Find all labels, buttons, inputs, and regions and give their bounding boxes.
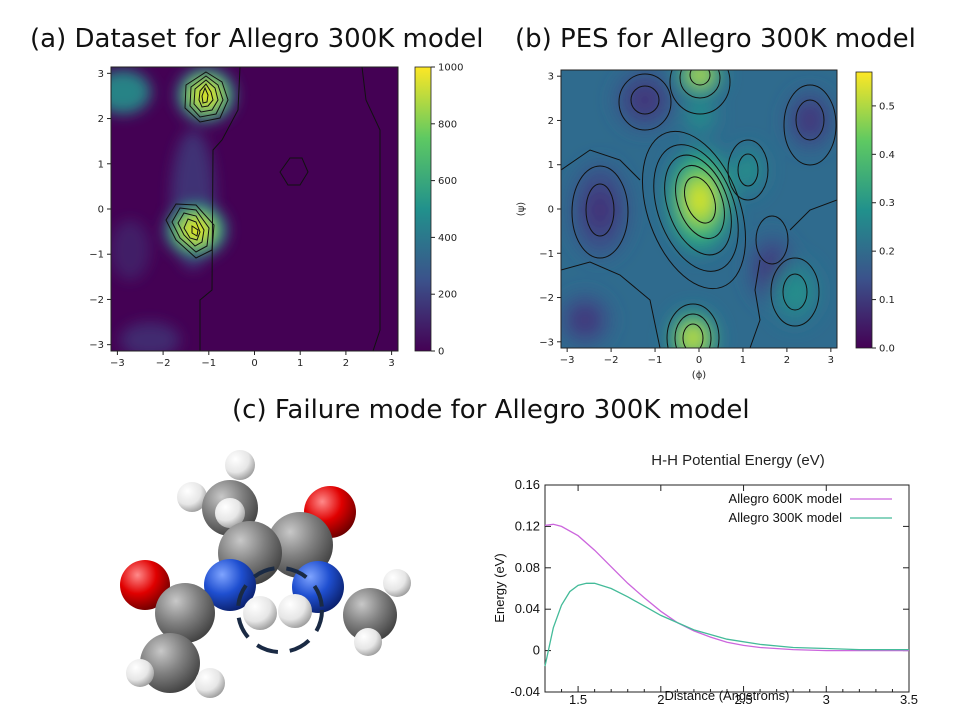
oxygen-atom <box>120 560 170 610</box>
colorbar-tick-label: 800 <box>438 119 457 130</box>
hh-potential-chart: H-H Potential Energy (eV) 1.5 2 2.5 3 3.5 -0.… <box>492 452 918 705</box>
x-tick-label: 2 <box>784 355 790 366</box>
y-tick-label: −2 <box>89 295 104 306</box>
y-tick-label: 0.16 <box>515 477 540 492</box>
x-tick-label: 2 <box>343 358 349 369</box>
colorbar-tick-label: 0 <box>438 347 444 358</box>
line-chart-title: H-H Potential Energy (eV) <box>651 452 824 469</box>
colorbar-tick-label: 1000 <box>438 63 463 74</box>
x-tick-label: 1 <box>297 358 303 369</box>
x-tick-label: −2 <box>156 358 171 369</box>
y-tick-label: 3 <box>98 69 104 80</box>
colorbar-tick-label: 0.1 <box>879 295 895 306</box>
line-chart-xlabel: Distance (Angstroms) <box>665 688 790 703</box>
y-tick-label: 0 <box>548 205 554 216</box>
x-tick-label: 3 <box>823 692 830 705</box>
colorbar-tick-label: 0.0 <box>879 344 895 355</box>
heatmap-a-background <box>111 67 398 351</box>
panel-c-title: (c) Failure mode for Allegro 300K model <box>232 395 750 425</box>
x-tick-label: −2 <box>604 355 619 366</box>
colorbar-b <box>855 71 873 349</box>
hydrogen-atom <box>126 659 154 687</box>
hydrogen-atom <box>177 482 207 512</box>
y-tick-label: −1 <box>539 249 554 260</box>
y-tick-label: 1 <box>548 160 554 171</box>
carbon-atom <box>155 583 215 643</box>
line-chart-ylabel: Energy (eV) <box>492 553 507 622</box>
y-tick-label: 0.08 <box>515 560 540 575</box>
line-chart-frame <box>544 484 910 693</box>
hydrogen-atom <box>354 628 382 656</box>
y-tick-label: −3 <box>539 337 554 348</box>
colorbar-tick-label: 0.2 <box>879 247 895 258</box>
y-tick-label: 0 <box>98 205 104 216</box>
y-tick-label: −2 <box>539 293 554 304</box>
y-tick-label: 2 <box>548 116 554 127</box>
colorbar-tick-label: 0.3 <box>879 198 895 209</box>
x-tick-label: −1 <box>201 358 216 369</box>
x-tick-label: 1.5 <box>569 692 587 705</box>
carbon-atom <box>343 588 397 642</box>
x-tick-label: 3 <box>828 355 834 366</box>
hydrogen-atom <box>195 668 225 698</box>
heatmap-b-ylabel: (ψ) <box>516 202 527 216</box>
x-tick-label: 2.5 <box>735 692 753 705</box>
y-tick-label: 1 <box>98 159 104 170</box>
x-tick-label: −1 <box>648 355 663 366</box>
x-tick-label: 2 <box>657 692 664 705</box>
panel-b-title: (b) PES for Allegro 300K model <box>515 24 916 54</box>
x-tick-label: 3 <box>388 358 394 369</box>
x-tick-label: −3 <box>560 355 575 366</box>
series-line-300k <box>544 582 909 667</box>
panel-a-heatmap: −3 −2 −1 0 1 2 3 −3 −2 −1 0 1 2 3 0 200 400 600 800 1000 <box>89 63 463 370</box>
x-tick-label: 3.5 <box>900 692 918 705</box>
legend-label: Allegro 300K model <box>729 510 843 525</box>
y-tick-label: 0 <box>533 643 540 658</box>
x-tick-label: 0 <box>251 358 257 369</box>
hydrogen-atom <box>383 569 411 597</box>
colorbar-tick-label: 0.5 <box>879 101 895 112</box>
molecule-illustration <box>120 450 411 698</box>
y-tick-label: -0.04 <box>510 684 540 699</box>
heatmap-b-xlabel: (ϕ) <box>692 370 706 381</box>
y-tick-label: −1 <box>89 250 104 261</box>
y-tick-label: 3 <box>548 72 554 83</box>
panel-b-heatmap: −3 −2 −1 0 1 2 3 −3 −2 −1 0 1 2 3 (ϕ) (ψ) 0.0 0.1 0.2 0.… <box>516 69 895 381</box>
x-tick-label: −3 <box>110 358 125 369</box>
y-tick-label: 2 <box>98 114 104 125</box>
colorbar-tick-label: 0.4 <box>879 150 895 161</box>
heatmap-a-contours <box>165 67 381 351</box>
legend-label: Allegro 600K model <box>729 491 843 506</box>
colorbar-tick-label: 200 <box>438 290 457 301</box>
y-tick-label: 0.04 <box>515 601 540 616</box>
panel-a-title: (a) Dataset for Allegro 300K model <box>30 24 484 54</box>
colorbar-tick-label: 600 <box>438 176 457 187</box>
nitrogen-atom <box>204 559 256 611</box>
hydrogen-atom <box>243 596 277 630</box>
x-tick-label: 1 <box>740 355 746 366</box>
colorbar-tick-label: 400 <box>438 233 457 244</box>
hydrogen-atom <box>278 594 312 628</box>
y-tick-label: 0.12 <box>515 518 540 533</box>
x-tick-label: 0 <box>696 355 702 366</box>
hydrogen-atom <box>215 498 245 528</box>
y-tick-label: −3 <box>89 340 104 351</box>
carbon-atom <box>140 633 200 693</box>
hydrogen-atom <box>225 450 255 480</box>
heatmap-b-surface <box>561 70 837 348</box>
h-h-highlight-circle <box>236 566 324 654</box>
colorbar-a <box>414 66 432 352</box>
heatmap-b-contours <box>561 70 837 348</box>
